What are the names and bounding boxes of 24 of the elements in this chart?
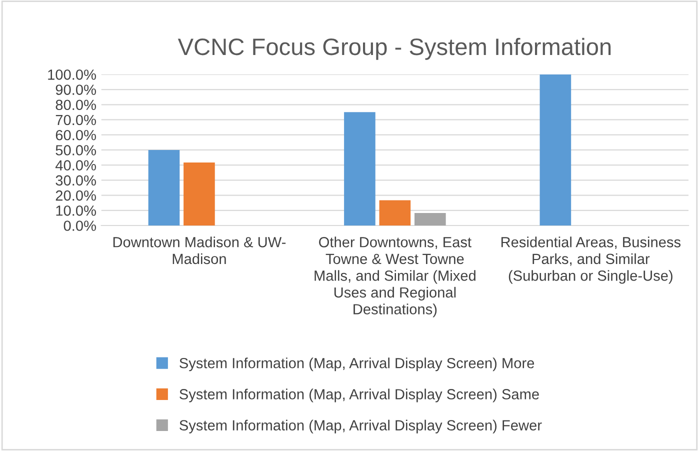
bar xyxy=(379,200,411,226)
y-tick-label: 30.0% xyxy=(56,175,96,186)
bar xyxy=(540,74,572,226)
x-tick-label: Downtown Madison & UW- Madison xyxy=(113,236,286,264)
y-tick-label: 60.0% xyxy=(56,130,96,140)
y-tick-label: 80.0% xyxy=(56,100,96,110)
x-tick-label: Residential Areas, Business Parks, and Similar (Suburban or Single-Use) xyxy=(501,236,681,284)
y-tick-label: 10.0% xyxy=(56,205,96,216)
y-tick-label: 90.0% xyxy=(56,84,96,95)
bar xyxy=(148,150,180,226)
bar xyxy=(184,162,215,226)
y-tick-label: 70.0% xyxy=(56,114,96,126)
legend-label: System Information (Map, Arrival Display Screen) Same xyxy=(180,388,539,402)
bar xyxy=(344,112,376,226)
y-tick-label: 20.0% xyxy=(56,190,96,201)
y-tick-label: 50.0% xyxy=(56,145,96,156)
y-tick-label: 0.0% xyxy=(64,220,96,231)
x-tick-label: Other Downtowns, East Towne & West Towne Malls, and Similar (Mixed Uses and Regional Destinations) xyxy=(314,236,476,318)
bar xyxy=(414,212,446,226)
chart-title: VCNC Focus Group - System Information xyxy=(178,38,611,60)
y-tick-label: 40.0% xyxy=(55,160,96,170)
legend-label: System Information (Map, Arrival Display Screen) Fewer xyxy=(180,420,542,434)
legend-label: System Information (Map, Arrival Display Screen) More xyxy=(180,358,534,372)
y-tick-label: 100.0% xyxy=(48,70,96,80)
